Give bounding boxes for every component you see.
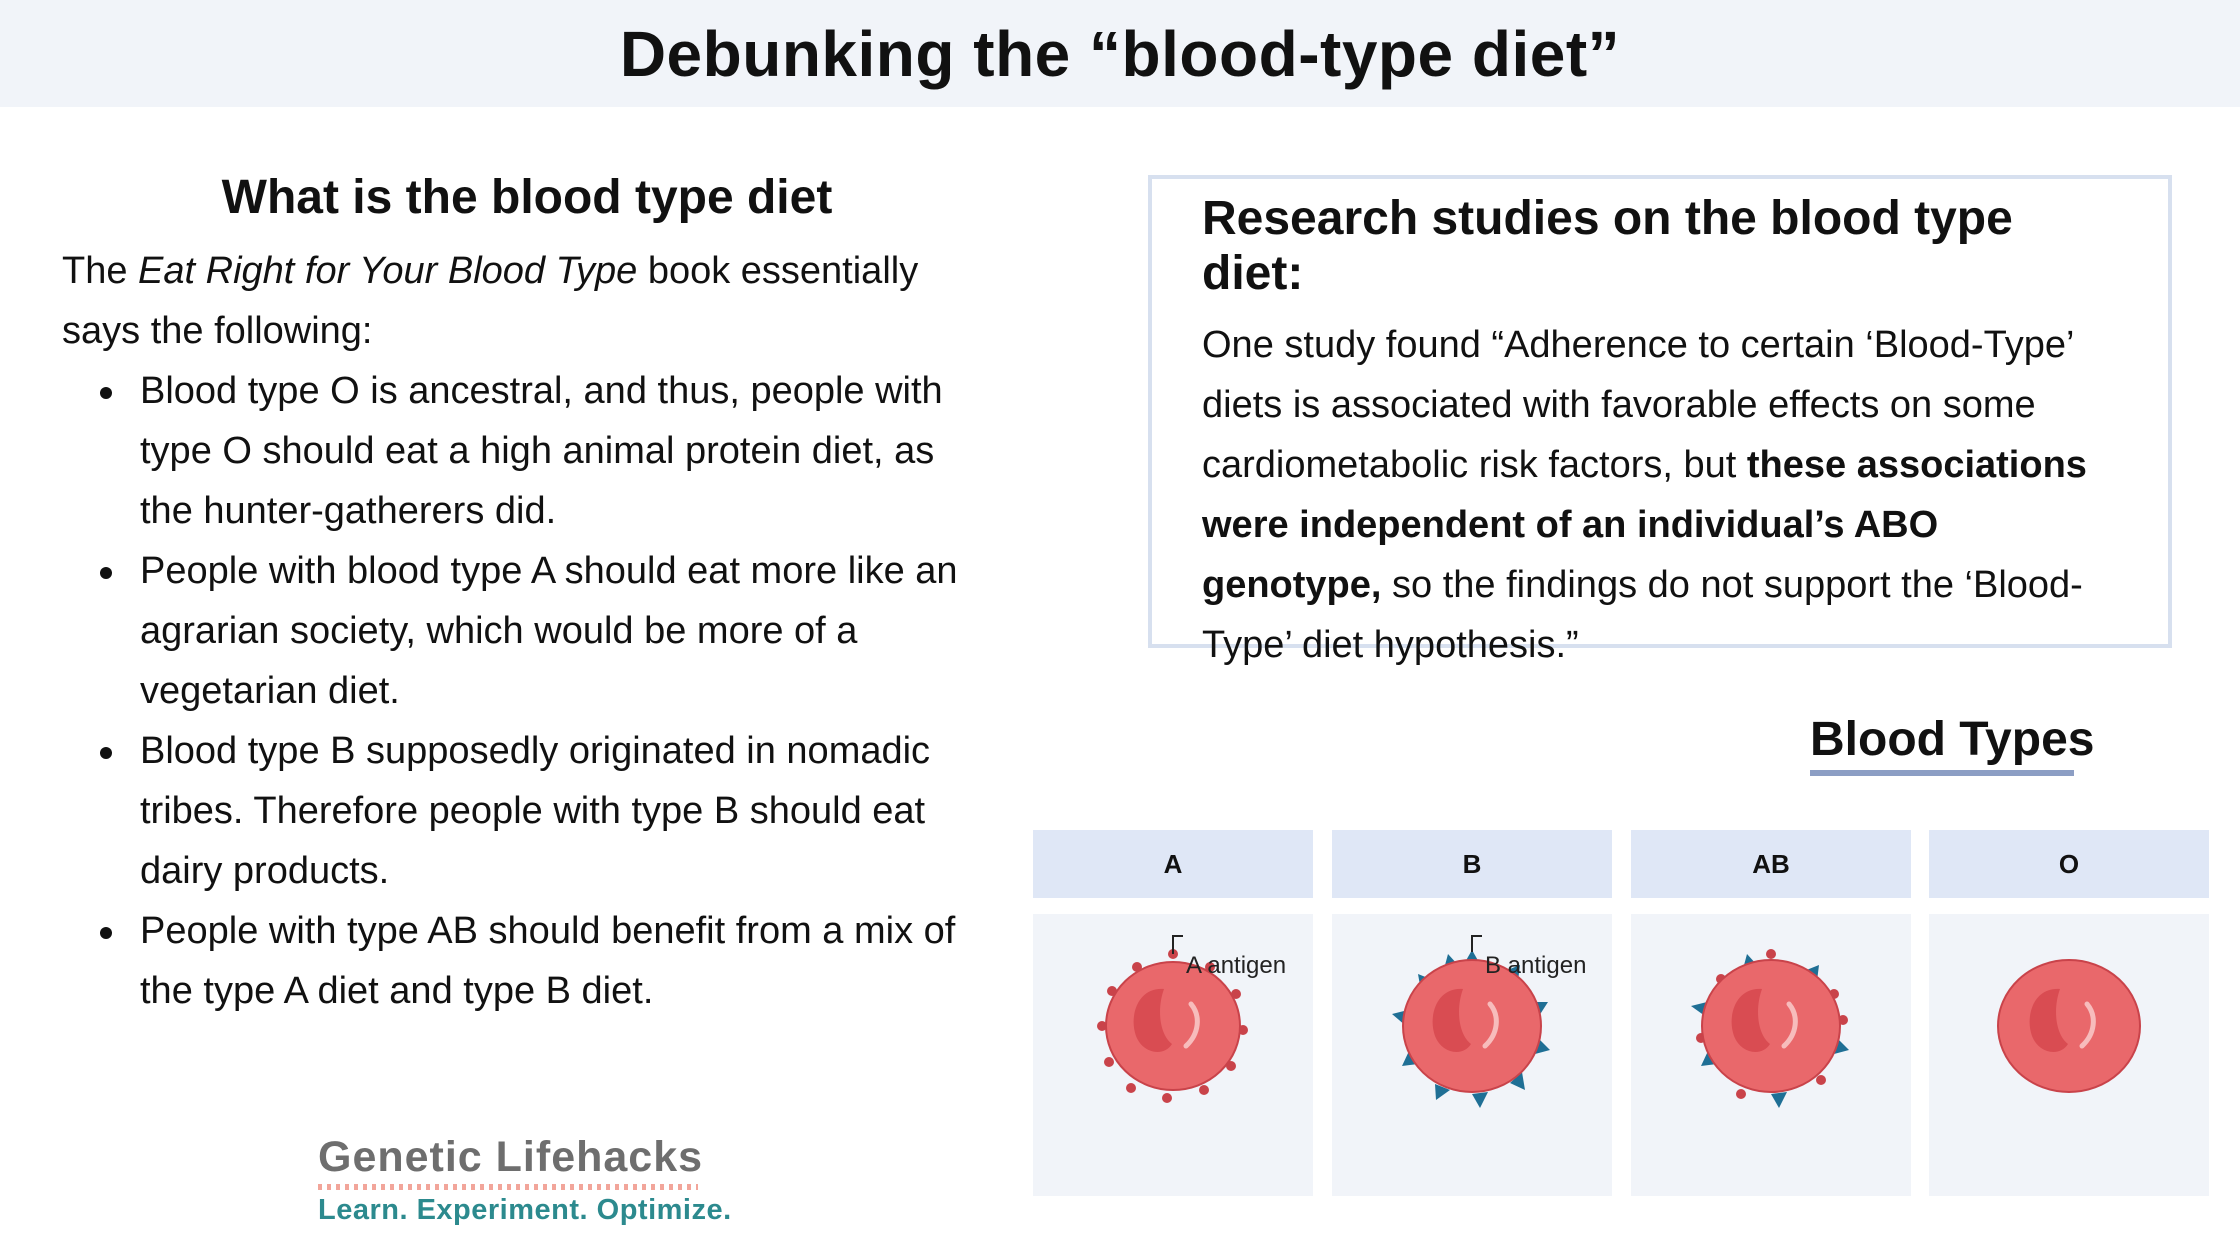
- intro-text-start: The: [62, 250, 139, 292]
- quote-text-start: One study found “Adherence to certain ‘B…: [1202, 324, 2073, 486]
- page-title: Debunking the “blood-type diet”: [619, 17, 1621, 90]
- logo-tagline: Learn. Experiment. Optimize.: [318, 1194, 732, 1226]
- blood-type-diet-explainer: What is the blood type diet The Eat Righ…: [62, 170, 972, 1021]
- blood-types-title: Blood Types: [1810, 713, 2095, 766]
- panel-illustration: B antigen: [1332, 914, 1612, 1196]
- book-title: Eat Right for Your Blood Type: [138, 250, 638, 292]
- blood-type-panel-a: A A antigen: [1033, 830, 1313, 1196]
- list-item: People with blood type A should eat more…: [100, 541, 972, 721]
- title-underline: [1810, 770, 2074, 776]
- list-item: Blood type O is ancestral, and thus, peo…: [100, 361, 972, 541]
- red-blood-cell-b-icon: [1392, 935, 1550, 1108]
- a-antigen-label: A antigen: [1186, 952, 1287, 979]
- red-blood-cell-ab-icon: [1691, 949, 1849, 1108]
- title-banner: Debunking the “blood-type diet”: [0, 0, 2240, 107]
- quote-emphasis: these associations were independent of a…: [1202, 444, 2087, 606]
- blood-type-panel-ab: AB: [1631, 830, 1911, 1196]
- panel-header: O: [1929, 830, 2209, 898]
- blood-type-panel-o: O: [1929, 830, 2209, 1196]
- panel-illustration: A antigen: [1033, 914, 1313, 1196]
- list-item: Blood type B supposedly originated in no…: [100, 721, 972, 901]
- panel-header: B: [1332, 830, 1612, 898]
- research-box: Research studies on the blood type diet:…: [1148, 175, 2172, 666]
- intro-text-end: book essentially says the following:: [62, 250, 919, 352]
- panel-illustration: [1929, 914, 2209, 1196]
- list-item: People with type AB should benefit from …: [100, 901, 972, 1021]
- logo-name: Genetic Lifehacks: [318, 1133, 704, 1181]
- section-heading: What is the blood type diet: [221, 171, 833, 224]
- blood-type-panel-b: B B antigen: [1332, 830, 1612, 1196]
- panel-header: AB: [1631, 830, 1911, 898]
- diet-claims-list: Blood type O is ancestral, and thus, peo…: [62, 361, 972, 1021]
- research-heading: Research studies on the blood type diet:: [1202, 192, 2013, 300]
- quote-text-end: so the findings do not support the ‘Bloo…: [1202, 564, 2083, 666]
- genetic-lifehacks-logo: Genetic Lifehacks Learn. Experiment. Opt…: [318, 1133, 738, 1227]
- panel-illustration: [1631, 914, 1911, 1196]
- logo-divider: [318, 1184, 698, 1190]
- red-blood-cell-a-icon: [1097, 935, 1248, 1103]
- intro-paragraph: The Eat Right for Your Blood Type book e…: [62, 241, 972, 361]
- b-antigen-label: B antigen: [1485, 952, 1587, 979]
- red-blood-cell-o-icon: [1997, 959, 2141, 1093]
- panel-header: A: [1033, 830, 1313, 898]
- research-quote: One study found “Adherence to certain ‘B…: [1202, 315, 2118, 675]
